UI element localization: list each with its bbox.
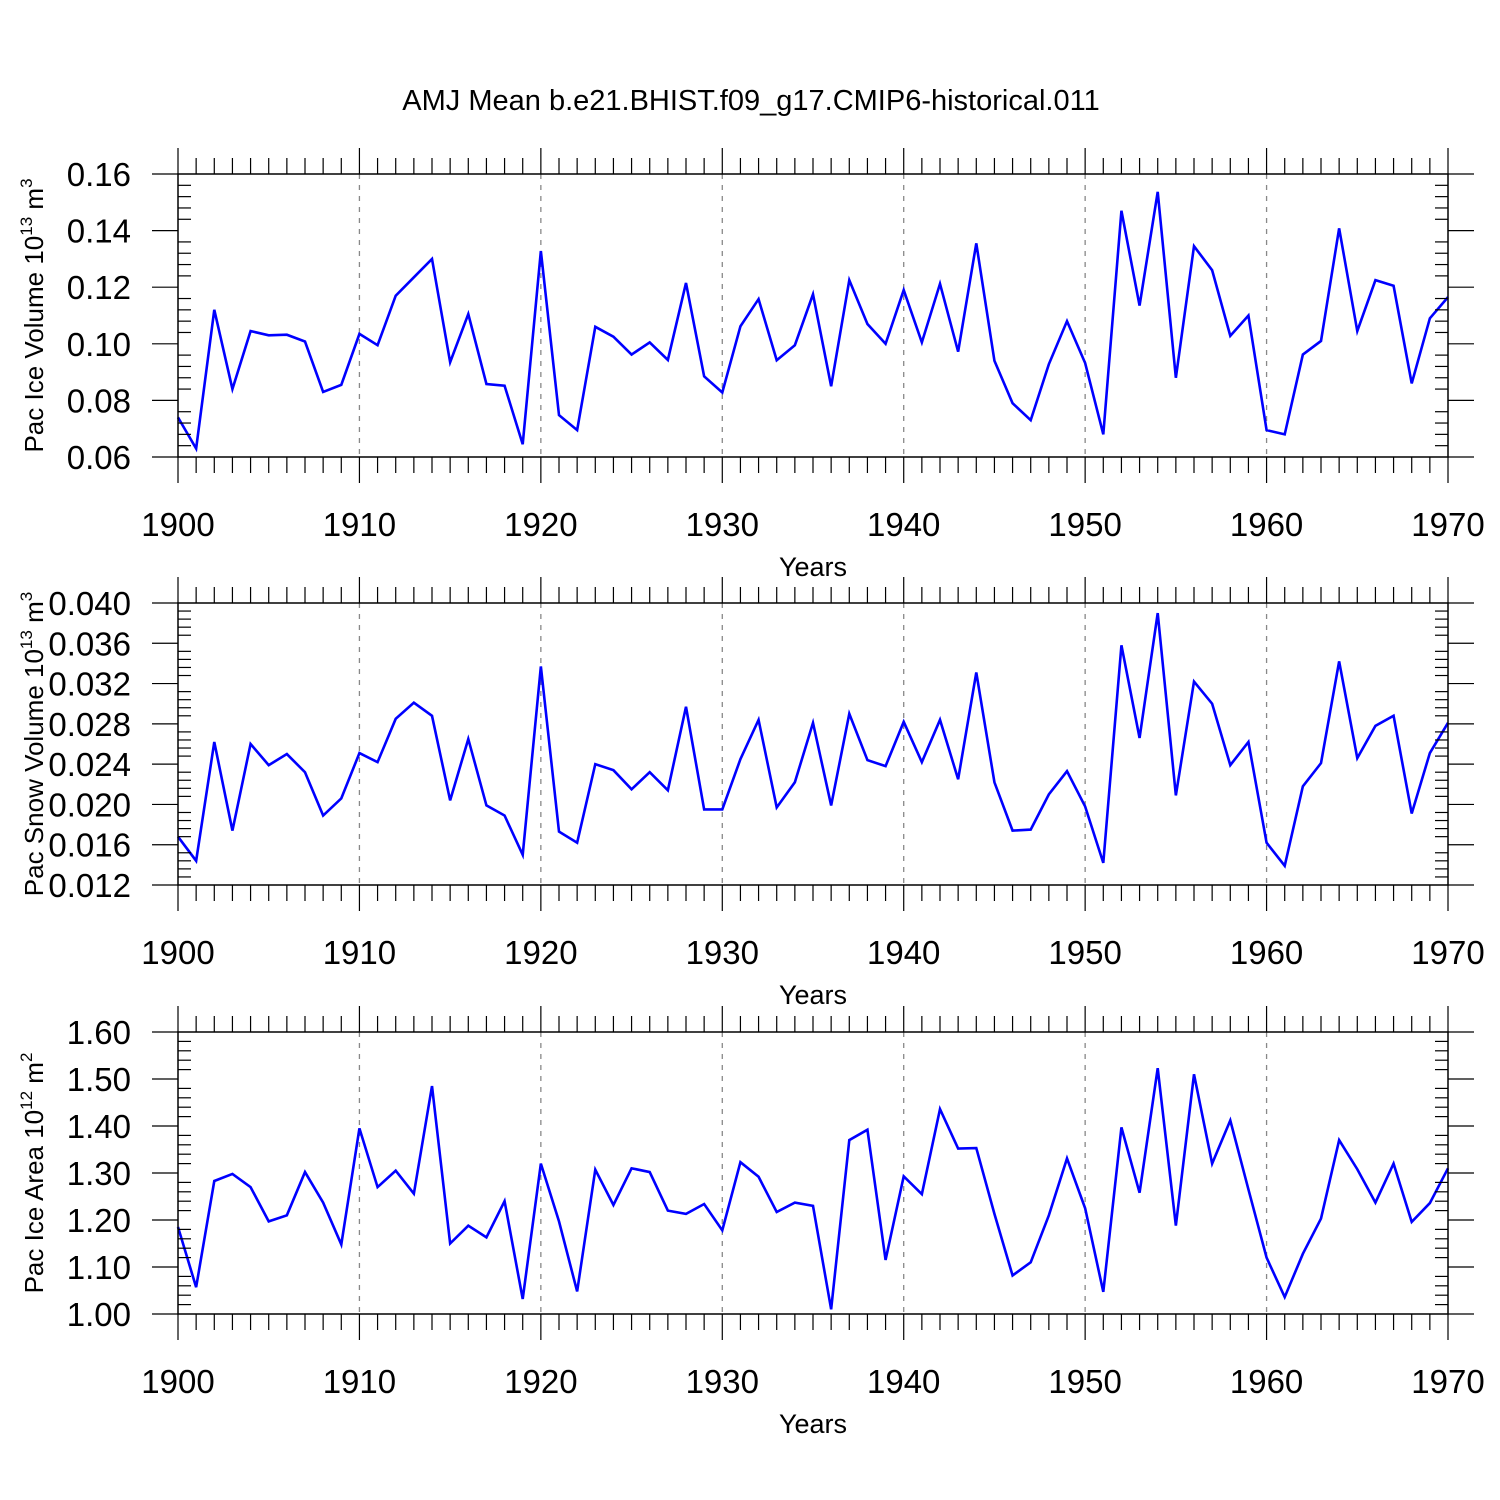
y-tick-label: 0.08 [67, 382, 131, 419]
panels: 0.06 0.08 0.10 0.12 0.14 0.16 1900 1910 1920 1930… [17, 148, 1485, 1439]
panel-3: 1.00 1.10 1.20 1.30 1.40 1.50 1.60 1900 1910 1920… [17, 1006, 1485, 1439]
y-axis-label-exp: 12 [17, 1091, 36, 1110]
y-axis-label-unit-exp: 3 [17, 178, 36, 187]
x-tick-label: 1970 [1411, 934, 1484, 971]
x-tick-label: 1960 [1230, 1363, 1303, 1400]
y-axis-label-main: Pac Snow Volume 10 [19, 649, 49, 896]
y-axis-label-main: Pac Ice Volume 10 [19, 236, 49, 453]
y-tick-label: 1.40 [67, 1108, 131, 1145]
x-tick-label: 1950 [1048, 1363, 1121, 1400]
y-tick-label: 1.50 [67, 1061, 131, 1098]
y-axis-label: Pac Ice Volume 1013 m3 [17, 178, 49, 452]
x-axis-label: Years [779, 552, 847, 582]
series-line [176, 1068, 1450, 1310]
y-tick-label: 0.06 [67, 439, 131, 476]
panel-1: 0.06 0.08 0.10 0.12 0.14 0.16 1900 1910 1920 1930… [17, 148, 1485, 582]
y-tick-label: 1.30 [67, 1155, 131, 1192]
series-line [176, 612, 1450, 869]
y-tick-label: 0.028 [48, 706, 131, 743]
y-tick-label: 0.020 [48, 786, 131, 823]
y-tick-label: 0.040 [48, 585, 131, 622]
x-tick-label: 1970 [1411, 506, 1484, 543]
y-axis-label-exp: 13 [17, 217, 36, 236]
y-axis-label-unit-exp: 2 [17, 1053, 36, 1062]
x-tick-label: 1910 [323, 934, 396, 971]
x-axis-label: Years [779, 980, 847, 1010]
y-tick-label: 0.036 [48, 625, 131, 662]
x-tick-label: 1900 [141, 506, 214, 543]
y-axis-label-unit-exp: 3 [17, 592, 36, 601]
y-axis-label: Pac Snow Volume 1013 m3 [17, 592, 49, 896]
y-axis-label-exp: 13 [17, 630, 36, 649]
y-tick-label: 0.12 [67, 269, 131, 306]
x-tick-label: 1930 [686, 934, 759, 971]
y-tick-label: 0.012 [48, 867, 131, 904]
x-tick-label: 1940 [867, 506, 940, 543]
y-tick-label: 1.00 [67, 1296, 131, 1333]
y-tick-label: 0.14 [67, 213, 131, 250]
y-tick-label: 0.16 [67, 156, 131, 193]
y-tick-label: 1.60 [67, 1014, 131, 1051]
x-tick-label: 1900 [141, 934, 214, 971]
x-tick-label: 1950 [1048, 506, 1121, 543]
x-tick-label: 1960 [1230, 506, 1303, 543]
x-tick-label: 1920 [504, 934, 577, 971]
y-tick-label: 0.024 [48, 746, 131, 783]
series-line [176, 191, 1449, 453]
x-tick-label: 1940 [867, 934, 940, 971]
x-tick-label: 1910 [323, 506, 396, 543]
x-tick-label: 1920 [504, 506, 577, 543]
y-tick-label: 0.032 [48, 666, 131, 703]
x-tick-label: 1900 [141, 1363, 214, 1400]
y-axis-label-unit: m [19, 601, 49, 630]
x-tick-label: 1920 [504, 1363, 577, 1400]
y-axis-label-main: Pac Ice Area 10 [19, 1110, 49, 1294]
y-axis-label-unit: m [19, 188, 49, 217]
y-axis-label-unit: m [19, 1062, 49, 1091]
x-tick-label: 1950 [1048, 934, 1121, 971]
x-tick-label: 1970 [1411, 1363, 1484, 1400]
x-tick-label: 1930 [686, 1363, 759, 1400]
y-tick-label: 1.10 [67, 1249, 131, 1286]
y-tick-label: 1.20 [67, 1202, 131, 1239]
x-tick-label: 1910 [323, 1363, 396, 1400]
x-tick-label: 1940 [867, 1363, 940, 1400]
y-axis-label: Pac Ice Area 1012 m2 [17, 1053, 49, 1294]
y-tick-label: 0.016 [48, 827, 131, 864]
y-tick-label: 0.10 [67, 326, 131, 363]
x-tick-label: 1930 [686, 506, 759, 543]
chart-title: AMJ Mean b.e21.BHIST.f09_g17.CMIP6-histo… [402, 85, 1099, 117]
x-axis-label: Years [779, 1409, 847, 1439]
plot-frame [177, 173, 1449, 458]
x-tick-label: 1960 [1230, 934, 1303, 971]
plot-frame [177, 602, 1449, 886]
plot-frame [177, 1031, 1449, 1315]
